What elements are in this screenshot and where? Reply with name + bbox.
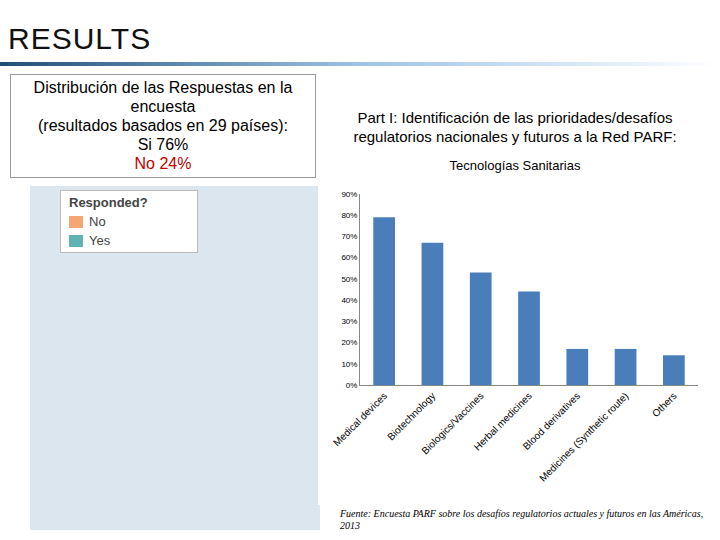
svg-text:30%: 30% xyxy=(341,317,357,326)
svg-text:20%: 20% xyxy=(341,338,357,347)
html-text:No: No xyxy=(89,214,106,229)
html-text:RESULTS: RESULTS xyxy=(8,22,152,55)
svg-text:Biotechnology: Biotechnology xyxy=(385,390,437,442)
html-text:Tecnologías Sanitarias: Tecnologías Sanitarias xyxy=(449,158,581,173)
svg-text:0%: 0% xyxy=(346,381,358,390)
html-text:Si 76%: Si 76% xyxy=(137,136,189,153)
html-text:Yes: Yes xyxy=(89,233,111,248)
svg-text:Medicines (Synthetic route): Medicines (Synthetic route) xyxy=(537,390,630,483)
html-text:Fuente: Encuesta PARF sobre lo: Fuente: Encuesta PARF sobre los desafíos… xyxy=(340,508,704,531)
svg-text:10%: 10% xyxy=(341,360,357,369)
svg-text:40%: 40% xyxy=(341,296,357,305)
html-text:Distribución de las Respuestas: Distribución de las Respuestas en la enc… xyxy=(33,79,293,115)
svg-text:Others: Others xyxy=(650,390,679,419)
html-text:No 24%: No 24% xyxy=(134,155,192,172)
svg-text:50%: 50% xyxy=(341,275,357,284)
svg-text:60%: 60% xyxy=(341,253,357,262)
html-text:(resultados basados en 29 país: (resultados basados en 29 países): xyxy=(38,117,288,134)
svg-text:70%: 70% xyxy=(341,232,357,241)
svg-text:Blood derivatives: Blood derivatives xyxy=(521,390,583,452)
svg-text:Biologics/Vaccines: Biologics/Vaccines xyxy=(419,390,485,456)
svg-text:Herbal medicines: Herbal medicines xyxy=(472,390,534,452)
svg-text:80%: 80% xyxy=(341,211,357,220)
svg-text:90%: 90% xyxy=(341,190,357,199)
html-text:Responded?: Responded? xyxy=(69,195,148,210)
html-text:Part I: Identificación de las: Part I: Identificación de las prioridade… xyxy=(353,109,677,145)
svg-text:Medical devices: Medical devices xyxy=(331,390,389,448)
